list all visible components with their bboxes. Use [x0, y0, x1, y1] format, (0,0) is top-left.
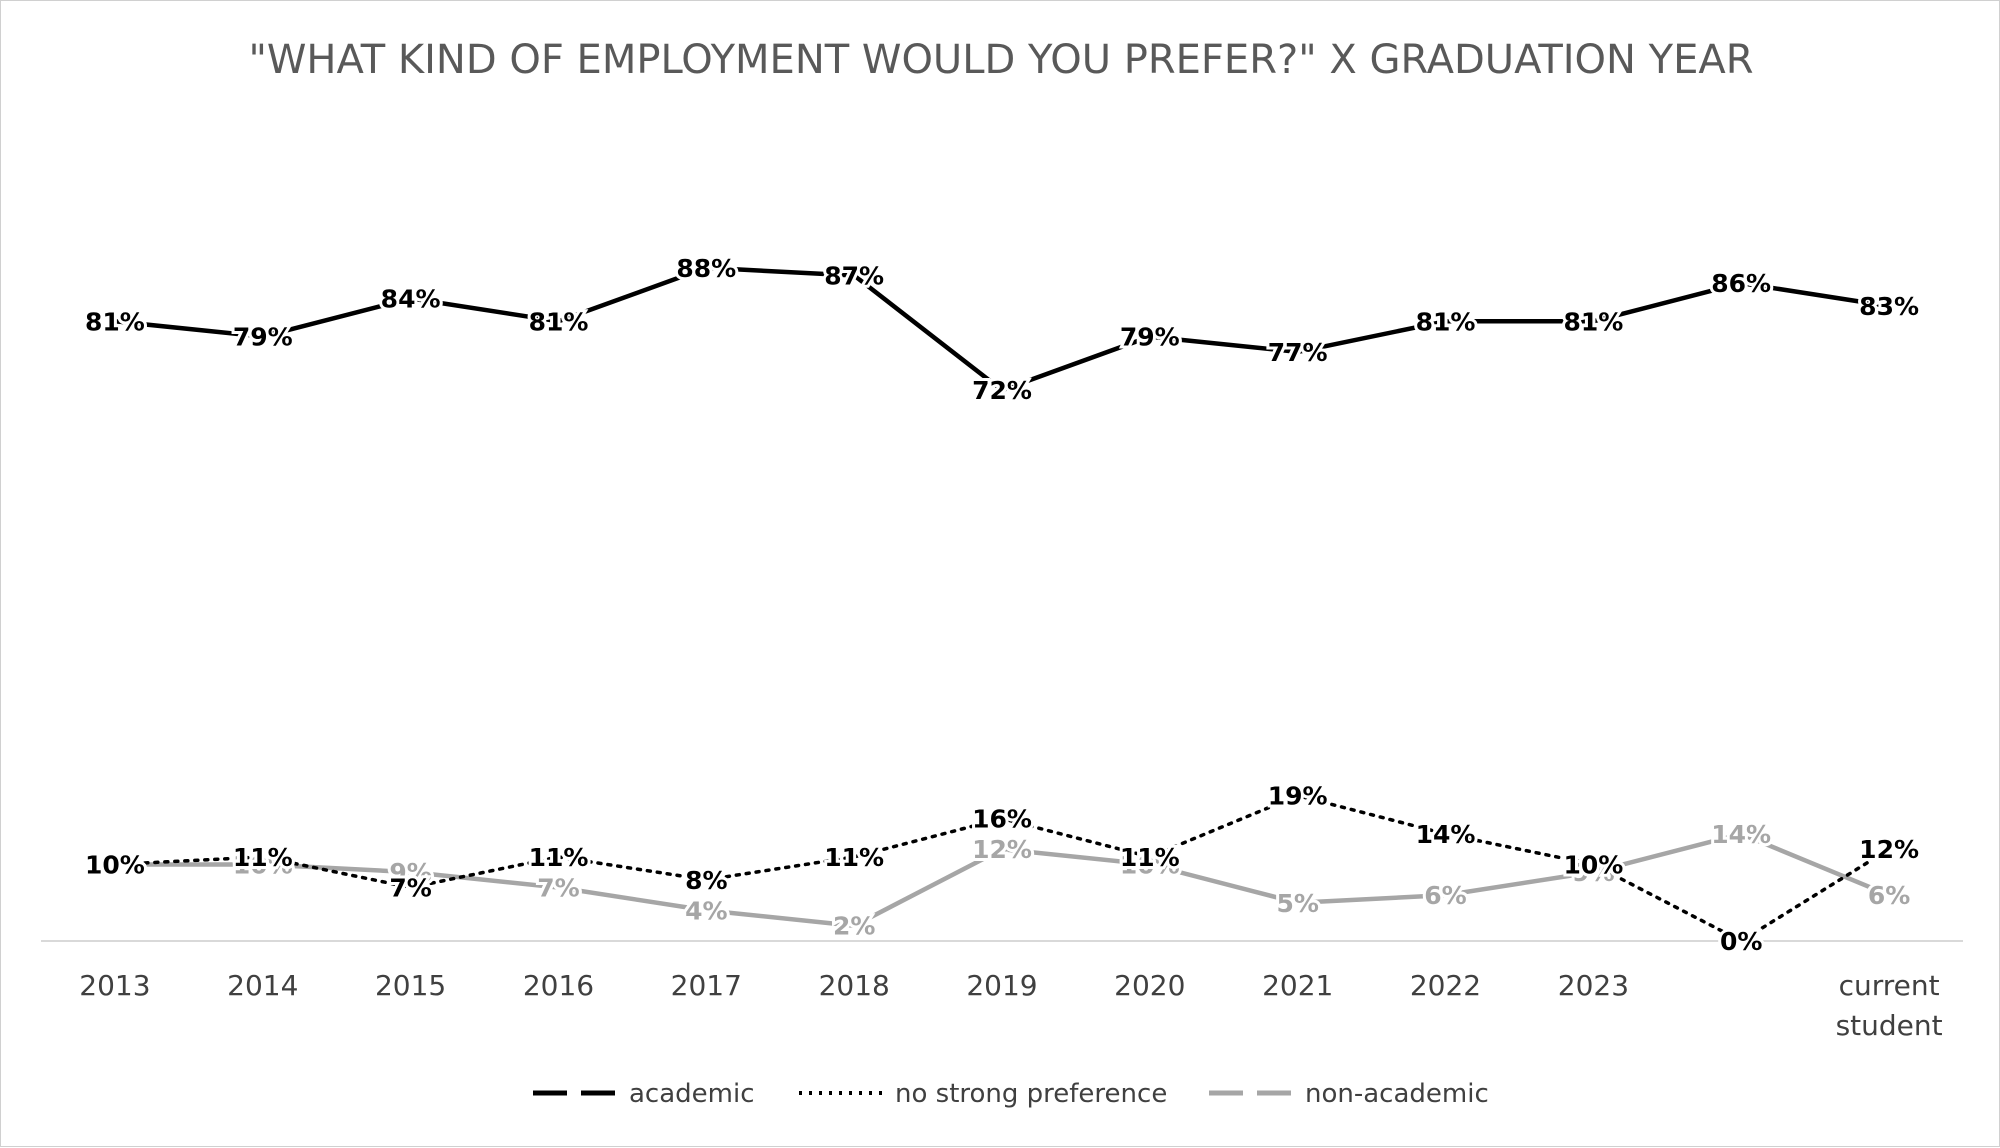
data-label-non-academic-6: 12%	[972, 835, 1032, 864]
legend-item-non-academic: non-academic	[1209, 1079, 1489, 1109]
x-tick-label-1: 2014	[227, 969, 298, 1002]
data-label-academic-11: 86%	[1711, 269, 1771, 298]
x-tick-label-12: current student	[1836, 969, 1943, 1042]
data-label-non-academic-12: 6%	[1868, 881, 1910, 910]
x-tick-label-2: 2015	[375, 969, 446, 1002]
series-line-non-academic	[112, 831, 1892, 928]
data-label-non-academic-7: 10%	[1120, 851, 1180, 880]
data-label-non-academic-0: 10%	[85, 851, 145, 880]
data-label-academic-1: 79%	[233, 323, 293, 352]
x-tick-label-10: 2023	[1558, 969, 1629, 1002]
data-label-non-academic-5: 2%	[833, 912, 875, 941]
data-label-no-strong-preference-2: 7%	[389, 874, 431, 903]
data-label-academic-4: 88%	[676, 254, 736, 283]
data-label-no-strong-preference-3: 11%	[529, 843, 589, 872]
x-tick-label-5: 2018	[819, 969, 890, 1002]
legend-item-academic: academic	[533, 1079, 755, 1109]
data-label-non-academic-2: 9%	[389, 858, 431, 887]
data-label-no-strong-preference-6: 16%	[972, 805, 1032, 834]
data-label-academic-2: 84%	[381, 284, 441, 313]
data-label-academic-5: 87%	[824, 262, 884, 291]
data-label-academic-7: 79%	[1120, 323, 1180, 352]
series-line-academic	[112, 265, 1892, 393]
legend-label-academic: academic	[629, 1079, 755, 1109]
x-tick-layer: 2013 2014 2015 2016 2017 2018 2019 2020 2021 2022…	[79, 969, 1943, 1042]
data-label-non-academic-1: 10%	[233, 851, 293, 880]
data-label-academic-0: 81%	[85, 307, 145, 336]
data-label-non-academic-11: 14%	[1711, 820, 1771, 849]
legend: academic no strong preference non-academic	[533, 1079, 1489, 1109]
data-label-no-strong-preference-7: 11%	[1120, 843, 1180, 872]
data-label-academic-12: 83%	[1859, 292, 1919, 321]
series-layer	[112, 265, 1892, 943]
data-label-no-strong-preference-11: 0%	[1720, 927, 1762, 956]
data-label-non-academic-3: 7%	[537, 874, 579, 903]
data-label-academic-9: 81%	[1416, 307, 1476, 336]
x-tick-label-6: 2019	[966, 969, 1037, 1002]
data-label-no-strong-preference-4: 8%	[685, 866, 727, 895]
x-tick-label-3: 2016	[523, 969, 594, 1002]
data-label-non-academic-4: 4%	[685, 896, 727, 925]
data-label-no-strong-preference-8: 19%	[1268, 782, 1328, 811]
data-label-academic-10: 81%	[1563, 307, 1623, 336]
legend-label-non-academic: non-academic	[1305, 1079, 1489, 1109]
series-line-no-strong-preference	[113, 793, 1891, 943]
data-label-layer: 10% 10% 9%7%4%2%12%10%5% 6%9%14%6%10% 11%7%1…	[82, 251, 1922, 959]
x-tick-label-7: 2020	[1114, 969, 1185, 1002]
chart-title: "WHAT KIND OF EMPLOYMENT WOULD YOU PREFE…	[248, 37, 1753, 83]
data-label-non-academic-9: 6%	[1424, 881, 1466, 910]
data-label-academic-6: 72%	[972, 376, 1032, 405]
data-label-no-strong-preference-12: 12%	[1859, 835, 1919, 864]
data-label-academic-8: 77%	[1268, 338, 1328, 367]
x-tick-label-8: 2021	[1262, 969, 1333, 1002]
data-label-no-strong-preference-0: 10%	[85, 851, 145, 880]
x-tick-label-4: 2017	[671, 969, 742, 1002]
data-label-no-strong-preference-10: 10%	[1563, 851, 1623, 880]
x-tick-label-0: 2013	[79, 969, 150, 1002]
data-label-non-academic-8: 5%	[1276, 889, 1318, 918]
legend-label-no-strong-preference: no strong preference	[895, 1079, 1167, 1109]
data-label-no-strong-preference-9: 14%	[1416, 820, 1476, 849]
data-label-no-strong-preference-5: 11%	[824, 843, 884, 872]
data-label-no-strong-preference-1: 11%	[233, 843, 293, 872]
data-label-academic-3: 81%	[529, 307, 589, 336]
x-tick-label-9: 2022	[1410, 969, 1481, 1002]
data-label-non-academic-10: 9%	[1572, 858, 1614, 887]
legend-item-no-strong-preference: no strong preference	[799, 1079, 1167, 1109]
